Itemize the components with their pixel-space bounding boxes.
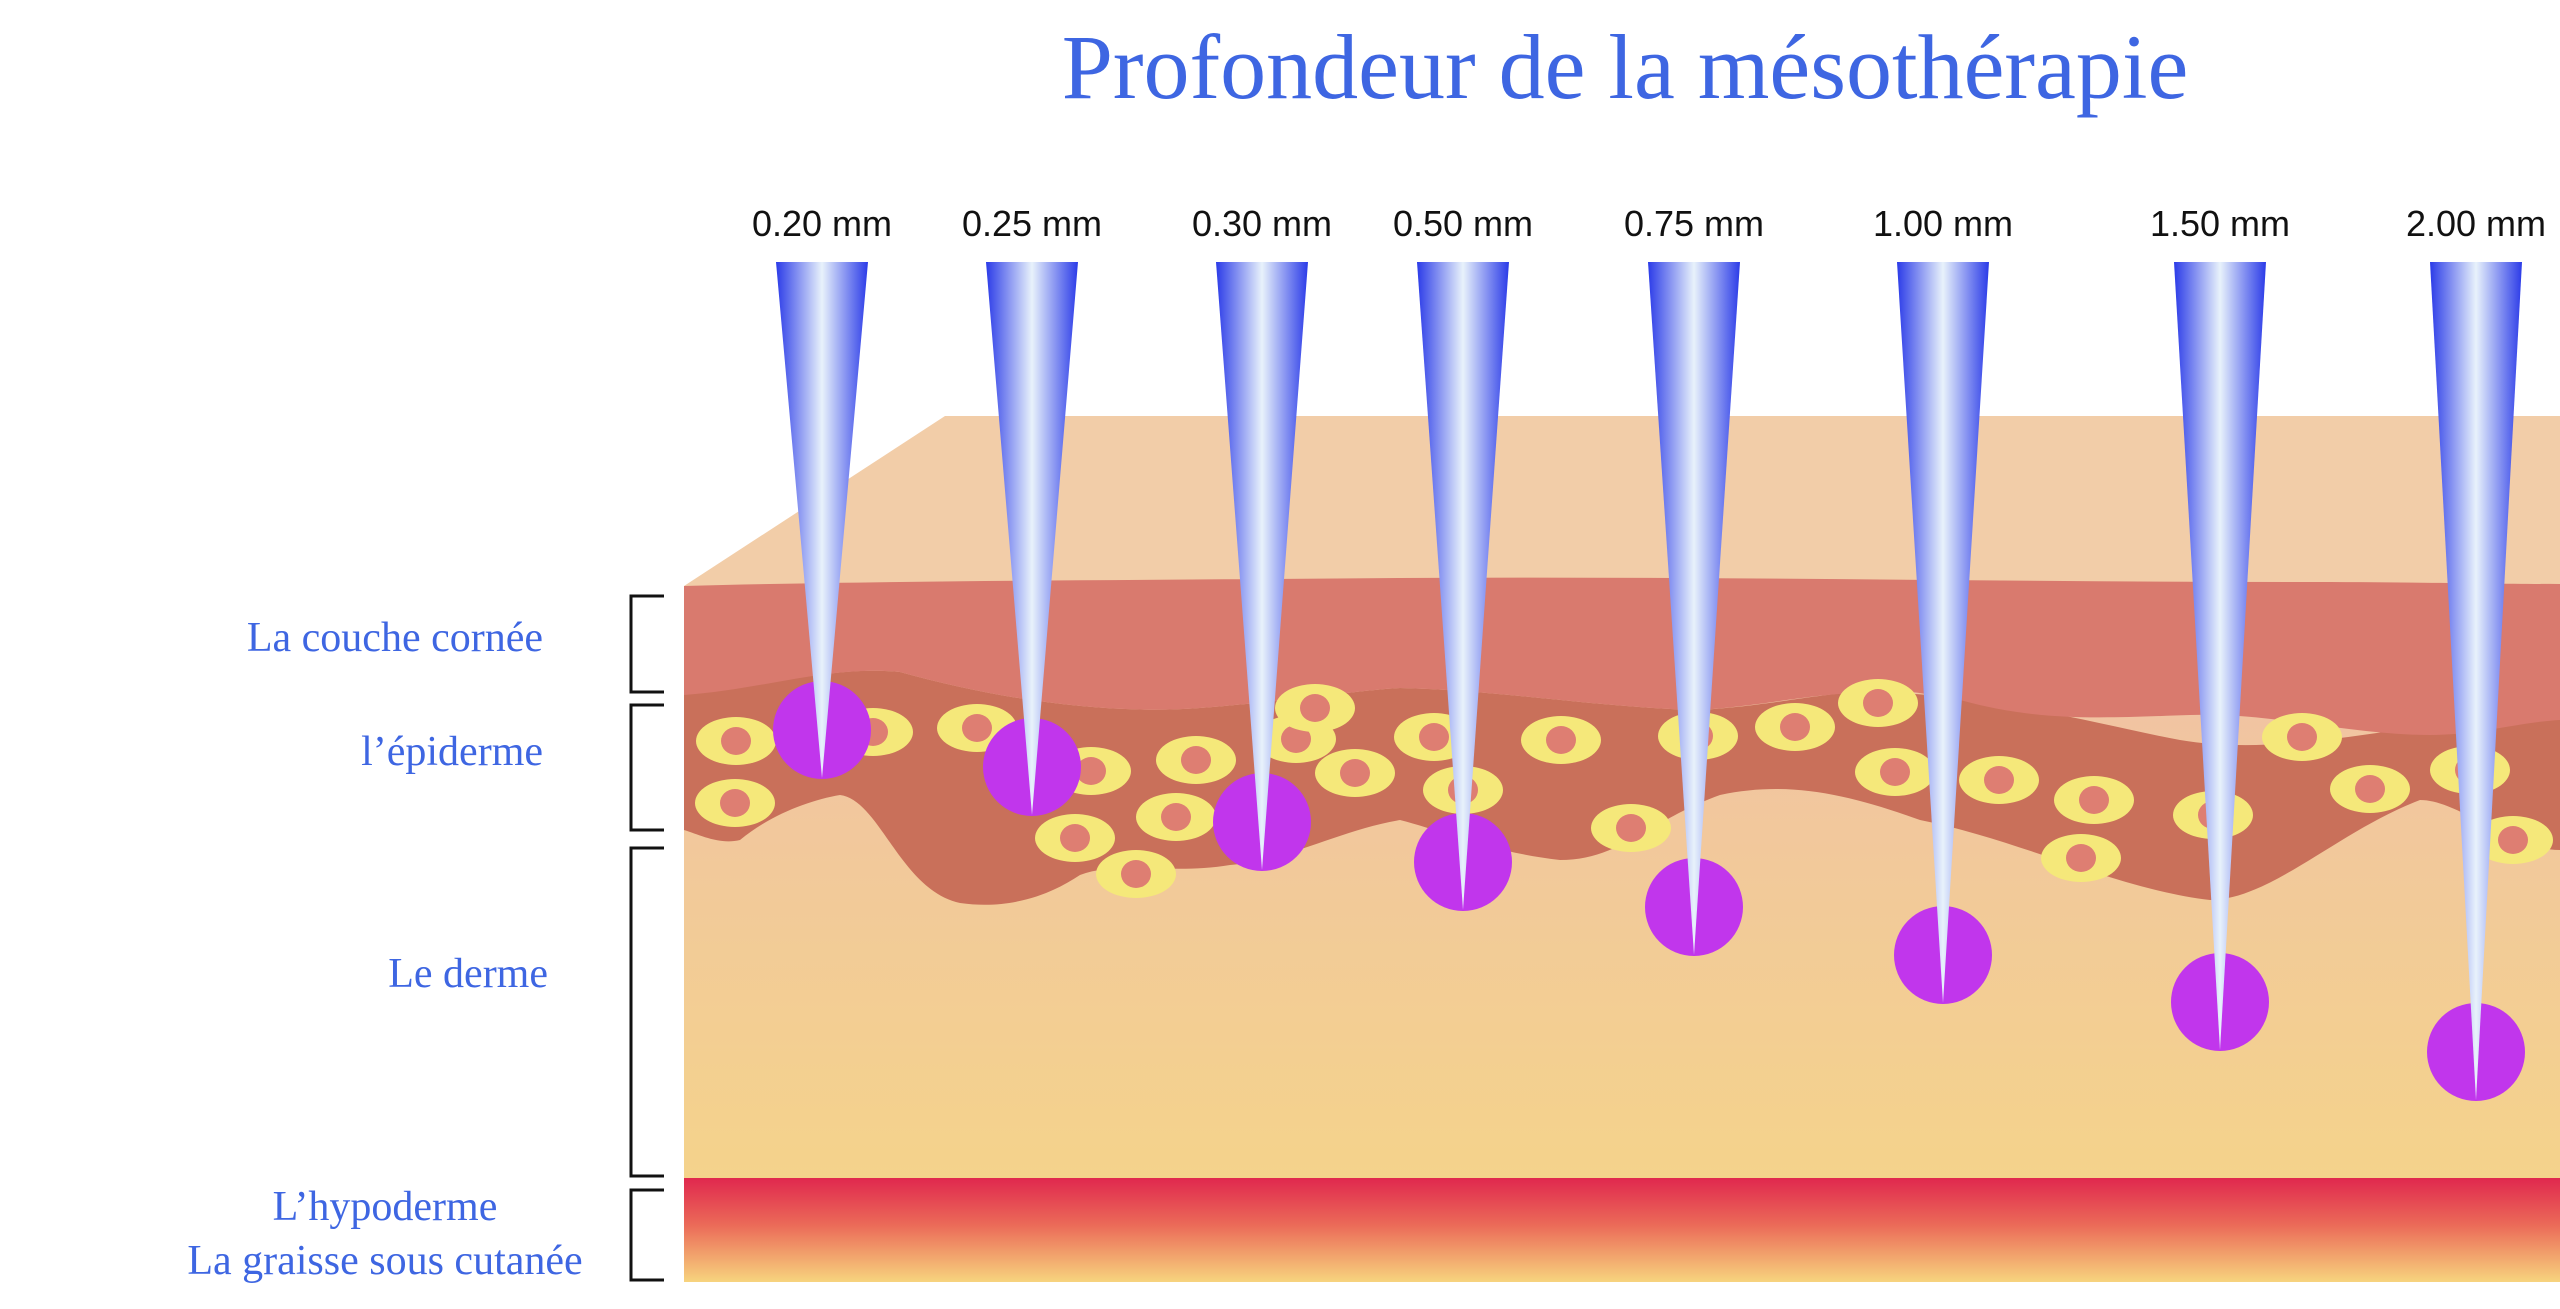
bracket-epiderme	[629, 703, 664, 832]
needle-shaft	[986, 262, 1078, 815]
epidermis-cell	[1035, 814, 1115, 862]
needle-depth-label: 0.50 mm	[1393, 203, 1533, 244]
epidermis-cell	[1959, 756, 2039, 804]
needle-shaft	[776, 262, 868, 778]
epidermis-cell	[1755, 703, 1835, 751]
needle-shaft	[1417, 262, 1509, 910]
epidermis-cell	[1315, 749, 1395, 797]
skin-top-surface	[684, 416, 2560, 586]
needle-depth-label: 0.30 mm	[1192, 203, 1332, 244]
epidermis-cell	[1275, 684, 1355, 732]
bracket-couche-cornee	[629, 594, 664, 694]
needle-shaft	[1648, 262, 1740, 955]
needle-2	[983, 262, 1081, 816]
epidermis-cell	[1855, 748, 1935, 796]
needle-depth-label: 0.75 mm	[1624, 203, 1764, 244]
needle-depth-label: 1.50 mm	[2150, 203, 2290, 244]
epidermis-cell	[2330, 765, 2410, 813]
bracket-derme	[629, 846, 664, 1178]
layer-label-couche-cornee: La couche cornée	[247, 615, 543, 661]
epidermis-cell	[2054, 776, 2134, 824]
layer-label-hypoderme: L’hypoderme	[273, 1184, 498, 1230]
needle-5	[1645, 262, 1743, 956]
needles	[773, 262, 2525, 1101]
needle-8	[2427, 262, 2525, 1101]
layer-brackets	[629, 594, 664, 1282]
needle-shaft	[2430, 262, 2522, 1100]
layer-label-graisse: La graisse sous cutanée	[187, 1238, 582, 1284]
needle-shaft	[1216, 262, 1308, 870]
epidermis-cell	[2473, 816, 2553, 864]
epidermis-cell	[1591, 804, 1671, 852]
diagram-title: Profondeur de la mésothérapie	[1061, 16, 2189, 118]
needle-shaft	[2174, 262, 2266, 1050]
epidermis-cell	[1838, 679, 1918, 727]
needle-depth-label: 1.00 mm	[1873, 203, 2013, 244]
hypodermis-layer	[684, 1178, 2560, 1282]
epidermis-cell	[696, 717, 776, 765]
needle-shaft	[1897, 262, 1989, 1003]
needle-depth-label: 0.20 mm	[752, 203, 892, 244]
epidermis-cell	[1521, 716, 1601, 764]
needle-3	[1213, 262, 1311, 871]
epidermis-cell	[695, 779, 775, 827]
layer-label-epiderme: l’épiderme	[361, 729, 543, 775]
layer-label-derme: Le derme	[388, 951, 548, 997]
bracket-hypoderme	[629, 1188, 664, 1282]
epidermis-cell	[1136, 793, 1216, 841]
epidermis-cell	[1096, 850, 1176, 898]
needle-7	[2171, 262, 2269, 1051]
needle-1	[773, 262, 871, 779]
needle-4	[1414, 262, 1512, 911]
needle-depth-label: 2.00 mm	[2406, 203, 2546, 244]
epidermis-cell	[2041, 834, 2121, 882]
epidermis-cell	[1156, 736, 1236, 784]
needle-depth-label: 0.25 mm	[962, 203, 1102, 244]
needle-6	[1894, 262, 1992, 1004]
stratum-corneum-layer	[684, 577, 2560, 735]
epidermis-cell	[2262, 713, 2342, 761]
